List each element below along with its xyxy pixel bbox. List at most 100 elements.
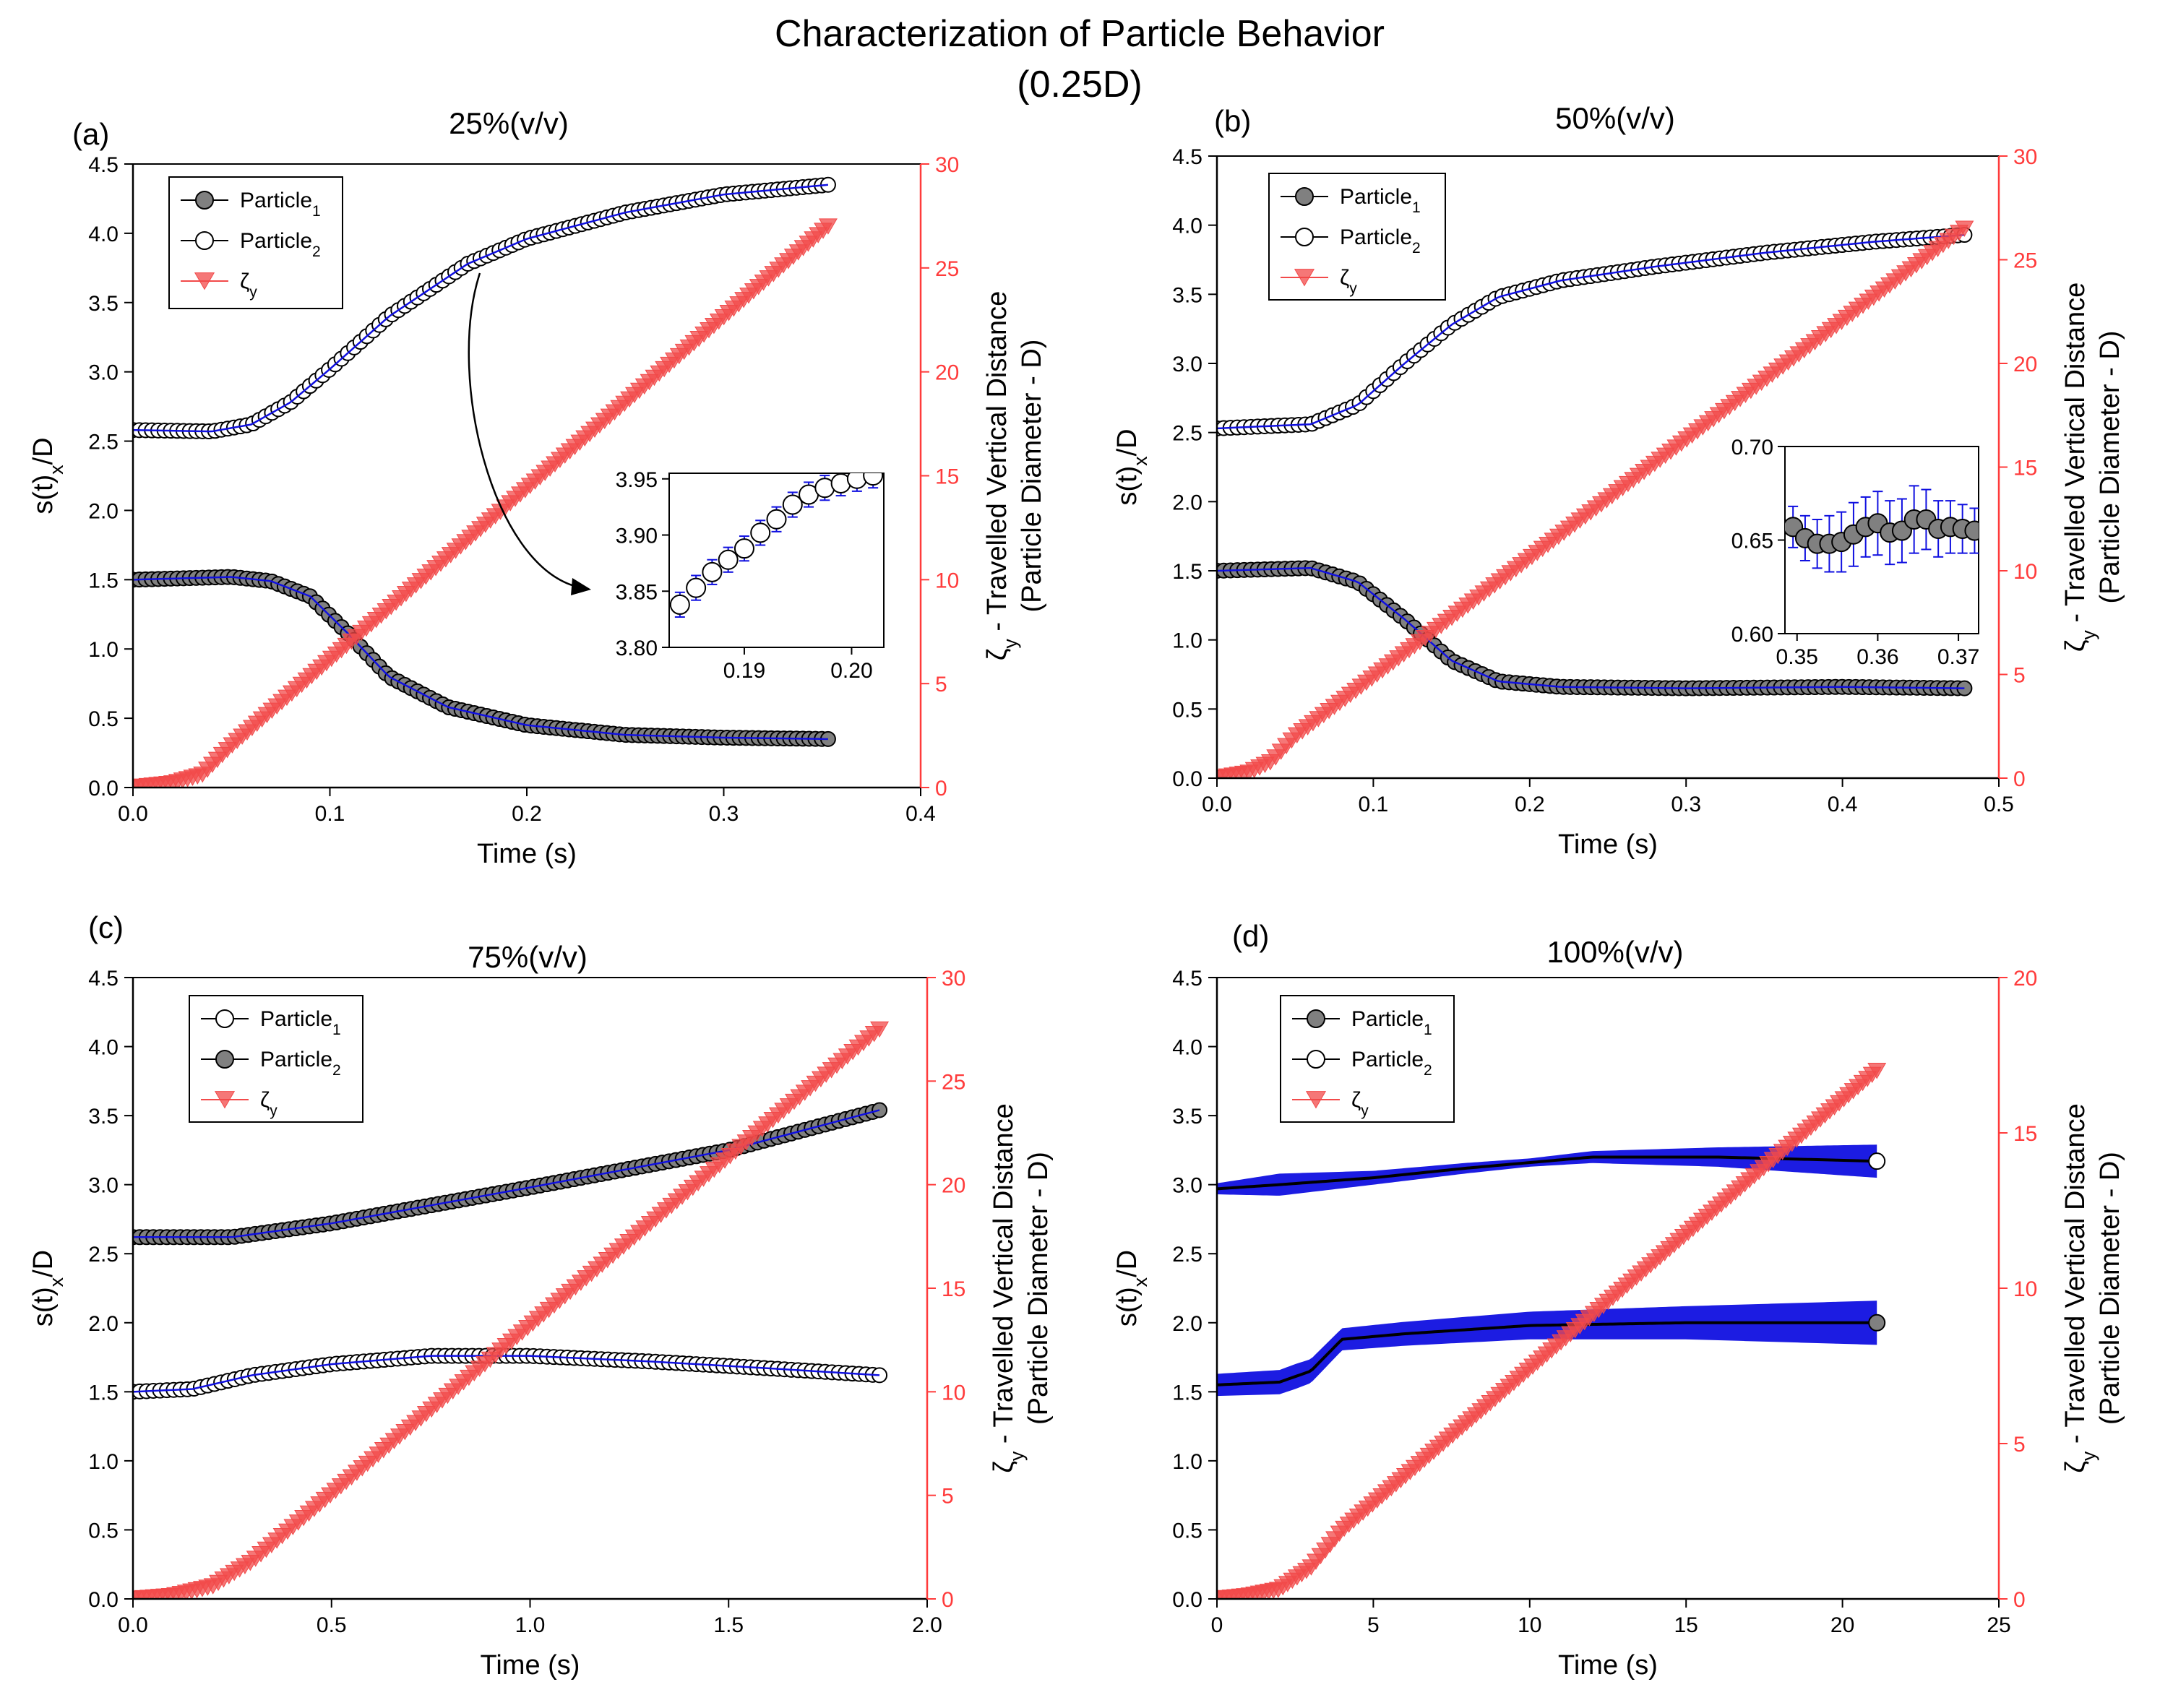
legend-label-z: ζy — [240, 269, 257, 301]
endpoint-marker — [1868, 1152, 1886, 1170]
inset-x-tick-label: 0.19 — [723, 659, 765, 683]
y2-axis-title: ζy - Travelled Vertical Distance — [982, 291, 1021, 661]
y2-tick-label: 5 — [935, 673, 947, 696]
legend: Particle1 Particle2 ζy — [189, 995, 363, 1123]
legend-marker — [1307, 1050, 1325, 1069]
panel-title: 75%(v/v) — [468, 940, 588, 974]
panel-letter: (b) — [1214, 104, 1251, 138]
y2-tick-label: 10 — [935, 569, 959, 592]
y-tick-label: 3.5 — [1172, 1105, 1202, 1129]
x-tick-label: 0 — [1211, 1613, 1223, 1637]
y-tick-label: 1.5 — [1172, 1381, 1202, 1405]
y2-tick-label: 30 — [935, 153, 959, 177]
arrow-head — [571, 578, 591, 595]
y-tick-label: 2.5 — [88, 1243, 119, 1267]
legend-marker — [194, 272, 215, 290]
inset-frame — [668, 473, 885, 648]
y2-tick-label: 30 — [942, 967, 965, 991]
x-tick-label: 5 — [1367, 1613, 1380, 1637]
y2-tick-label: 10 — [2013, 1277, 2037, 1301]
legend: Particle1 Particle2 ζy — [1268, 173, 1446, 301]
inset-point — [733, 538, 754, 559]
legend-label-z: ζy — [1351, 1088, 1369, 1119]
inset-y-tick-label: 0.70 — [1731, 436, 1773, 460]
inset-point — [766, 509, 787, 530]
x-tick-label: 0.1 — [1359, 793, 1389, 816]
inset-y-tick-label: 0.65 — [1731, 530, 1773, 553]
legend-label-p1: Particle1 — [240, 189, 321, 220]
x-tick-label: 0.4 — [905, 802, 936, 826]
inset-point — [718, 549, 739, 570]
y-tick-label: 0.0 — [88, 777, 119, 801]
y2-tick-label: 15 — [935, 465, 959, 489]
inset: 0.35 0.36 0.37 0.60 0.65 0.70 — [1731, 436, 1980, 669]
inset-data — [669, 473, 884, 618]
y-tick-label: 3.0 — [1172, 353, 1202, 376]
y2-tick-label: 20 — [2013, 353, 2037, 376]
y-tick-label: 1.5 — [88, 569, 119, 592]
data-layer — [1217, 220, 1974, 778]
y-tick-label: 1.0 — [1172, 629, 1202, 653]
y-tick-label: 2.0 — [1172, 1312, 1202, 1336]
inset: 0.19 0.20 3.80 3.85 3.90 3.95 — [616, 468, 885, 683]
y2-tick-label: 0 — [942, 1588, 954, 1612]
inset-y-tick-label: 3.95 — [616, 468, 658, 492]
y-tick-label: 1.0 — [1172, 1450, 1202, 1474]
zeta-point — [1955, 220, 1974, 237]
inset-point — [750, 522, 771, 543]
panels: (a) 25%(v/v) 0.0 0.1 0.2 0.3 0.4 0.0 0.5 1.0 1.5 2.… — [28, 101, 2125, 1681]
inset-point — [782, 494, 803, 515]
figure-title: Characterization of Particle Behavior — [775, 13, 1385, 55]
legend: Particle1 Particle2 ζy — [168, 176, 343, 309]
arrow-path — [468, 272, 577, 588]
legend-marker — [1294, 269, 1315, 287]
y-tick-label: 1.5 — [88, 1381, 119, 1405]
inset-data — [1785, 485, 1979, 573]
panel-d: (d) 100%(v/v) 0 5 10 15 20 25 0.0 0.5 1.0 1.5 2.0 2.5… — [1112, 919, 2125, 1681]
endpoint-marker — [1868, 1314, 1886, 1332]
x-tick-label: 0.0 — [1202, 793, 1232, 816]
y2-axis-title: ζy - Travelled Vertical Distance — [2060, 282, 2099, 652]
y-tick-label: 2.0 — [1172, 491, 1202, 514]
y-tick-label: 0.5 — [88, 1519, 119, 1543]
panel-title: 100%(v/v) — [1546, 935, 1683, 969]
data-layer — [133, 1021, 890, 1599]
series-ζy — [1217, 220, 1974, 778]
y2-tick-label: 0 — [2013, 1588, 2026, 1612]
y2-tick-label: 20 — [942, 1174, 965, 1198]
inset-point — [863, 473, 884, 486]
y-tick-label: 3.0 — [88, 1174, 119, 1198]
inset-point — [1964, 520, 1979, 541]
series-ζy — [1217, 1063, 1887, 1599]
y-tick-label: 4.5 — [88, 967, 119, 991]
y-tick-label: 4.0 — [1172, 1036, 1202, 1060]
inset-y-tick-label: 3.90 — [616, 525, 658, 548]
legend-label-p2: Particle2 — [1340, 225, 1421, 256]
y-tick-label: 3.5 — [88, 1105, 119, 1129]
error-trace — [133, 576, 828, 741]
series-Particle2 — [133, 1102, 888, 1246]
y-tick-label: 2.5 — [1172, 1243, 1202, 1267]
y2-tick-label: 5 — [2013, 1433, 2026, 1457]
legend-label-p2: Particle2 — [240, 229, 321, 260]
zeta-point — [1867, 1063, 1887, 1079]
y2-tick-label: 15 — [2013, 1122, 2037, 1146]
x-tick-label: 0.1 — [315, 802, 345, 826]
x-tick-label: 20 — [1830, 1613, 1854, 1637]
panel-letter: (a) — [72, 117, 109, 151]
x-tick-label: 0.5 — [1984, 793, 2014, 816]
y2-tick-label: 15 — [942, 1277, 965, 1301]
panel-a: (a) 25%(v/v) 0.0 0.1 0.2 0.3 0.4 0.0 0.5 1.0 1.5 2.… — [28, 106, 1047, 869]
y-tick-label: 2.0 — [88, 499, 119, 523]
x-axis-title: Time (s) — [1558, 1650, 1658, 1681]
y-tick-label: 0.0 — [1172, 1588, 1202, 1612]
panel-letter: (c) — [88, 910, 124, 944]
y-tick-label: 1.0 — [88, 638, 119, 662]
y2-tick-label: 0 — [2013, 767, 2026, 791]
y-tick-label: 4.0 — [88, 1036, 119, 1060]
legend-marker — [1307, 1009, 1325, 1028]
y-tick-label: 4.5 — [1172, 967, 1202, 991]
legend-marker — [215, 1050, 234, 1069]
y-tick-label: 2.0 — [88, 1312, 119, 1336]
